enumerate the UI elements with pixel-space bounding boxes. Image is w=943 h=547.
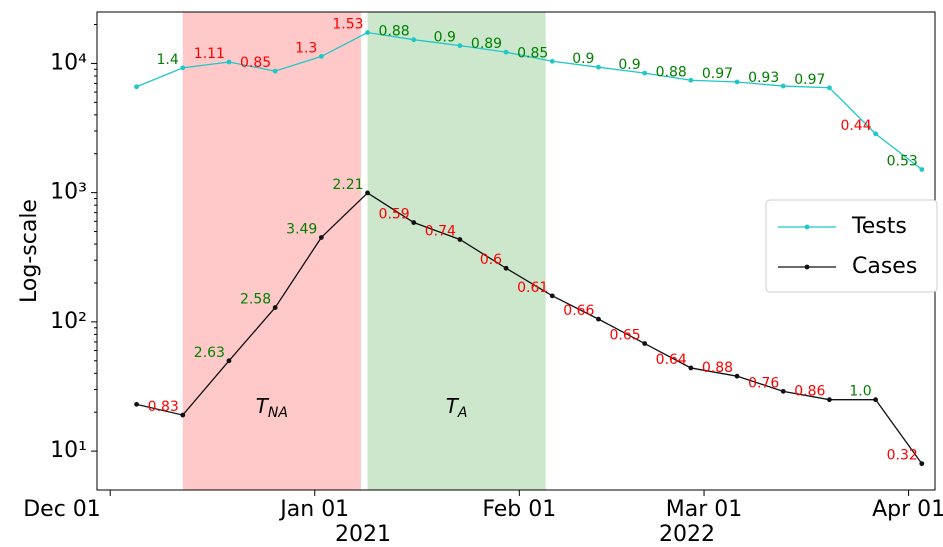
x-tick-label: Apr 01 [872,497,943,522]
y-tick-label: 10² [50,309,87,334]
point [827,397,832,403]
x-tick-label: Jan 01 [278,497,349,522]
series-line [136,31,923,170]
point [596,64,601,70]
point [596,316,601,322]
point [226,358,232,364]
value-label: 0.97 [794,72,825,88]
series-line [136,192,923,465]
point [919,461,925,467]
span-label-sub: NA [268,405,288,421]
point [734,373,740,379]
value-label: 0.53 [887,153,918,169]
value-label: 0.76 [748,375,779,391]
value-label: 0.44 [840,118,871,134]
value-label: 2.63 [194,345,225,361]
point [873,131,879,137]
value-label: 0.88 [656,64,687,80]
point [549,293,555,299]
value-label: 0.59 [379,207,410,223]
value-label: 1.3 [295,40,317,56]
point [873,397,879,403]
value-label: 3.49 [286,221,317,237]
legend-label: Tests [851,214,907,239]
point [365,190,370,196]
point [503,49,509,55]
point [457,43,463,49]
value-label: 1.11 [194,46,225,62]
x-tick-label: Dec 01 [23,497,101,522]
legend-label: Cases [852,254,917,279]
point [780,83,786,89]
value-label: 0.85 [240,55,271,71]
span-label-sub: A [457,405,468,421]
value-label: 0.66 [563,303,594,319]
value-label: 1.4 [157,52,179,68]
value-label: 0.6 [480,252,502,268]
value-label: 0.86 [794,384,825,400]
point [226,59,232,65]
legend-box [765,199,938,293]
year-label: 2022 [659,522,715,547]
value-label: 0.93 [748,70,779,86]
value-label: 0.65 [609,328,640,344]
point [780,388,786,394]
value-label: 0.88 [379,24,410,40]
point [272,305,278,310]
value-label: 0.9 [618,57,640,73]
value-label: 0.61 [517,280,548,296]
point [272,68,278,74]
value-label: 0.64 [656,352,687,368]
x-tick-label: Feb 01 [482,497,556,522]
value-label: 0.88 [702,360,733,376]
value-label: 2.58 [240,292,271,308]
point [365,30,370,35]
point [919,167,925,172]
span-label: TA [446,394,468,422]
point [411,220,417,225]
legend-marker [804,224,810,230]
point [827,85,832,91]
value-label: 0.32 [887,448,918,464]
point [134,84,139,90]
point [318,53,324,59]
y-axis-label: Log-scale [17,199,42,303]
span-label-main: T [256,394,270,418]
legend-marker [804,264,810,270]
point [134,401,139,407]
year-label: 2021 [335,522,391,547]
point [411,37,417,43]
point [457,237,463,242]
value-label: 0.89 [471,36,502,52]
value-label: 0.9 [572,51,594,67]
point [180,412,186,418]
value-label: 0.9 [434,30,456,46]
point [734,79,740,85]
point [688,77,694,83]
point [503,265,509,271]
shaded-span [182,12,361,490]
shaded-span [367,12,546,490]
point [642,341,648,346]
value-label: 1.53 [332,17,363,33]
value-label: 1.0 [849,384,871,400]
point [688,365,694,371]
point [318,235,324,240]
point [549,58,555,64]
y-tick-label: 10⁴ [50,50,87,75]
span-label-main: T [446,394,460,418]
value-label: 0.74 [425,223,456,239]
point [642,70,648,76]
span-label: TNA [256,394,288,422]
point [180,65,186,71]
value-label: 0.97 [702,66,733,82]
x-tick-label: Mar 01 [666,497,743,522]
y-tick-label: 10³ [50,180,87,205]
value-label: 0.83 [148,399,179,415]
value-label: 2.21 [332,177,363,193]
value-label: 0.85 [517,45,548,61]
y-tick-label: 10¹ [50,438,87,463]
